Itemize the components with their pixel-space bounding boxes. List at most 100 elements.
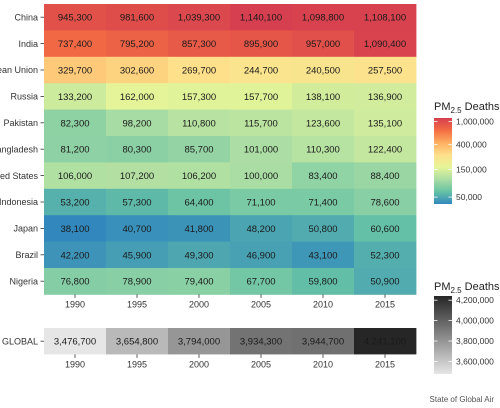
row-label: Russia <box>10 92 38 102</box>
x-tick-label: 1990 <box>65 359 85 369</box>
cell-value-label: 1,098,800 <box>302 13 344 24</box>
cell-value-label: 59,800 <box>308 277 337 288</box>
cell-value-label: 101,000 <box>244 145 278 156</box>
global-value-label: 3,944,700 <box>302 337 344 348</box>
row-label: Indonesia <box>0 197 38 207</box>
heatmap-cell <box>168 56 231 84</box>
heatmap-cell <box>106 4 169 31</box>
heatmap-cell <box>168 162 231 190</box>
heatmap-cell <box>168 241 231 269</box>
heatmap-cell <box>44 215 107 242</box>
x-tick-label: 2015 <box>375 359 395 369</box>
global-legend-label: 3,600,000 <box>456 356 494 366</box>
heatmap-cell <box>44 241 107 269</box>
cell-value-label: 48,200 <box>246 224 275 235</box>
heatmap-cell <box>292 4 355 31</box>
heatmap-cell <box>106 241 169 269</box>
cell-value-label: 71,400 <box>308 198 337 209</box>
cell-value-label: 945,300 <box>58 13 92 24</box>
heatmap-cell <box>106 136 169 163</box>
main-legend-label: 50,000 <box>456 192 482 202</box>
main-legend-label: 150,000 <box>456 164 487 174</box>
heatmap-cell <box>230 136 293 163</box>
heatmap-cell <box>354 162 417 190</box>
cell-value-label: 1,090,400 <box>364 39 406 50</box>
x-tick-label: 2010 <box>313 359 333 369</box>
heatmap-cell <box>230 109 293 137</box>
row-label: Pakistan <box>3 118 38 128</box>
row-label: China <box>14 12 38 22</box>
global-legend-title: PM2.5 Deaths <box>434 281 500 295</box>
cell-value-label: 302,600 <box>120 66 154 77</box>
cell-value-label: 244,700 <box>244 66 278 77</box>
cell-value-label: 240,500 <box>306 66 340 77</box>
x-tick-label: 1995 <box>127 359 147 369</box>
heatmap-cell <box>354 268 417 295</box>
x-tick-label: 2005 <box>251 299 271 309</box>
heatmap-cell <box>106 188 169 216</box>
heatmap-cell <box>354 136 417 163</box>
global-cell <box>168 328 231 355</box>
heatmap-cell <box>292 56 355 84</box>
heatmap-cell <box>292 188 355 216</box>
cell-value-label: 45,900 <box>122 250 151 261</box>
cell-value-label: 76,800 <box>60 277 89 288</box>
heatmap-cell <box>168 188 231 216</box>
global-value-label: 4,241,100 <box>364 337 406 348</box>
cell-value-label: 41,800 <box>184 224 213 235</box>
cell-value-label: 737,400 <box>58 39 92 50</box>
cell-value-label: 1,108,100 <box>364 13 406 24</box>
cell-value-label: 110,800 <box>182 118 216 129</box>
cell-value-label: 107,200 <box>120 171 154 182</box>
row-label: United States <box>0 171 38 181</box>
x-tick-label: 2000 <box>189 299 209 309</box>
cell-value-label: 82,300 <box>60 118 89 129</box>
cell-value-label: 52,300 <box>370 250 399 261</box>
x-tick-label: 2010 <box>313 299 333 309</box>
heatmap-cell <box>44 162 107 190</box>
cell-value-label: 71,100 <box>246 198 275 209</box>
heatmap-cell <box>168 30 231 58</box>
heatmap-cell <box>44 30 107 58</box>
heatmap-cell <box>106 30 169 58</box>
cell-value-label: 135,100 <box>368 118 402 129</box>
heatmap-cell <box>168 215 231 242</box>
main-legend-label: 400,000 <box>456 140 487 150</box>
credit-text: State of Global Air <box>429 395 494 404</box>
cell-value-label: 67,700 <box>246 277 275 288</box>
heatmap-cell <box>106 83 169 110</box>
heatmap-cell <box>44 136 107 163</box>
cell-value-label: 957,000 <box>306 39 340 50</box>
cell-value-label: 329,700 <box>58 66 92 77</box>
heatmap-cell <box>292 268 355 295</box>
main-legend-title: PM2.5 Deaths <box>434 101 500 115</box>
global-cell <box>44 328 107 355</box>
heatmap-cell <box>168 83 231 110</box>
heatmap-cell <box>44 188 107 216</box>
cell-value-label: 49,300 <box>184 250 213 261</box>
heatmap-cell <box>292 30 355 58</box>
heatmap-cell <box>106 109 169 137</box>
global-cell <box>230 328 293 355</box>
cell-value-label: 57,300 <box>122 198 151 209</box>
global-cell <box>292 328 355 355</box>
heatmap-cell <box>354 215 417 242</box>
heatmap-cell <box>354 83 417 110</box>
heatmap-cell <box>354 241 417 269</box>
global-legend-label: 4,200,000 <box>456 295 494 305</box>
cell-value-label: 895,900 <box>244 39 278 50</box>
cell-value-label: 795,200 <box>120 39 154 50</box>
row-label: India <box>18 39 38 49</box>
global-cell <box>106 328 169 355</box>
heatmap-cell <box>230 30 293 58</box>
heatmap-cell <box>44 4 107 31</box>
heatmap-cell <box>354 56 417 84</box>
cell-value-label: 88,400 <box>370 171 399 182</box>
row-label: Japan <box>13 224 38 234</box>
cell-value-label: 1,140,100 <box>240 13 282 24</box>
x-tick-label: 2015 <box>375 299 395 309</box>
cell-value-label: 133,200 <box>58 92 92 103</box>
row-label: GLOBAL <box>2 336 38 346</box>
heatmap-cell <box>168 4 231 31</box>
